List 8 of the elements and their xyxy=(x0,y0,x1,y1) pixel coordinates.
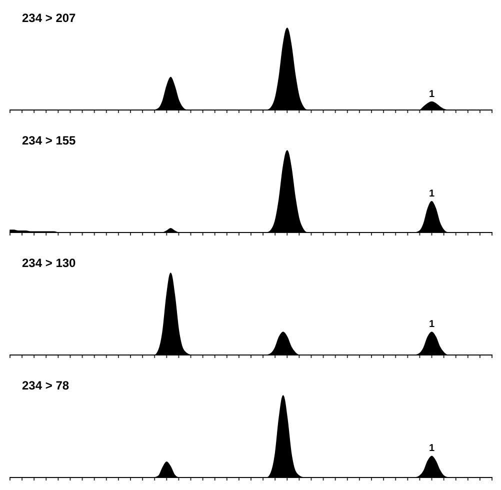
chart-title: 234 > 130 xyxy=(22,256,76,270)
chart-title: 234 > 207 xyxy=(22,11,76,25)
annotation: 1 xyxy=(428,443,435,454)
annotation: 1 xyxy=(428,188,435,200)
annotation: 1 xyxy=(428,88,435,100)
chart-title: 234 > 155 xyxy=(22,134,76,148)
annotation: 1 xyxy=(428,319,435,330)
chart-title: 234 > 78 xyxy=(22,378,70,392)
